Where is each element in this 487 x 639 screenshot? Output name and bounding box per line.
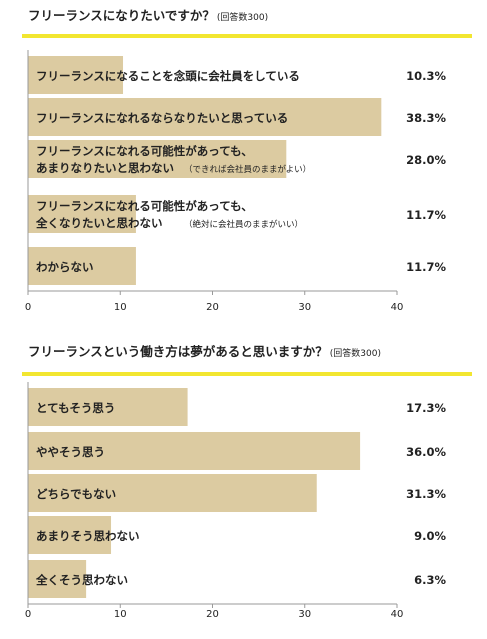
bar	[28, 247, 136, 285]
bar	[28, 388, 188, 426]
bar	[28, 56, 124, 94]
category-label: フリーランスになれる可能性があっても、	[36, 199, 253, 213]
category-label: フリーランスになれるならなりたいと思っている	[36, 111, 288, 125]
bar	[28, 516, 112, 554]
chart-subtitle: (回答数300)	[330, 347, 381, 359]
chart-title: フリーランスという働き方は夢があると思いますか？	[28, 344, 328, 359]
bar	[28, 195, 136, 233]
category-label: 全くなりたいと思わない	[35, 216, 163, 230]
value-label: 28.0%	[406, 153, 446, 167]
category-label: （できれば会社員のままがよい）	[184, 164, 311, 175]
value-label: 6.3%	[414, 573, 446, 587]
x-tick-label: 10	[114, 302, 127, 313]
category-label: ややそう思う	[36, 445, 105, 459]
value-label: 11.7%	[406, 260, 446, 274]
x-tick-label: 40	[391, 609, 404, 620]
value-label: 36.0%	[406, 445, 446, 459]
x-tick-label: 30	[298, 302, 311, 313]
bar	[28, 98, 382, 136]
title-underline	[22, 34, 472, 38]
category-label: （絶対に会社員のままがいい）	[184, 219, 303, 230]
bar	[28, 140, 287, 178]
category-label: どちらでもない	[36, 487, 116, 501]
x-tick-label: 20	[206, 609, 219, 620]
x-tick-label: 0	[25, 302, 31, 313]
category-label: フリーランスになることを念頭に会社員をしている	[36, 69, 300, 83]
category-label: あまりなりたいと思わない	[36, 161, 174, 175]
category-label: わからない	[36, 260, 94, 274]
category-label: フリーランスになれる可能性があっても、	[36, 144, 253, 158]
chart-title: フリーランスになりたいですか？	[28, 8, 215, 23]
chart-subtitle: (回答数300)	[217, 11, 268, 23]
value-label: 17.3%	[406, 401, 446, 415]
value-label: 11.7%	[406, 208, 446, 222]
title-underline	[22, 372, 472, 376]
x-tick-label: 20	[206, 302, 219, 313]
category-label: 全くそう思わない	[35, 573, 128, 587]
category-label: あまりそう思わない	[36, 529, 140, 543]
x-tick-label: 0	[25, 609, 31, 620]
bar	[28, 432, 361, 470]
value-label: 10.3%	[406, 69, 446, 83]
bar	[28, 560, 87, 598]
value-label: 38.3%	[406, 111, 446, 125]
bar	[28, 474, 317, 512]
value-label: 9.0%	[414, 529, 446, 543]
x-tick-label: 10	[114, 609, 127, 620]
x-tick-label: 30	[298, 609, 311, 620]
category-label: とてもそう思う	[36, 401, 115, 415]
value-label: 31.3%	[406, 487, 446, 501]
x-tick-label: 40	[391, 302, 404, 313]
